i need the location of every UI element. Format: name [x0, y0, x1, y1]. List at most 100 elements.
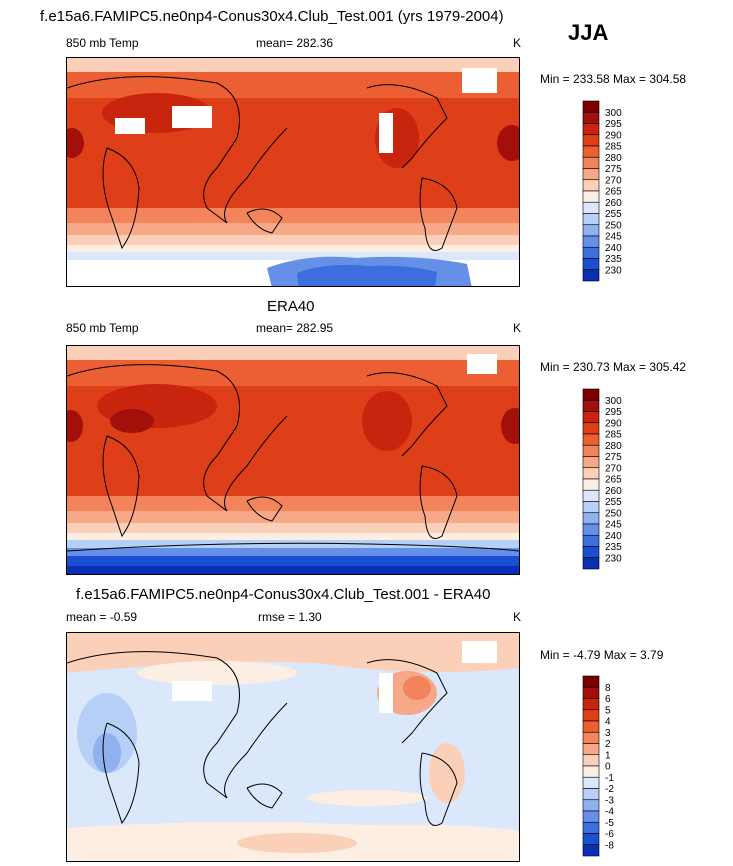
- panel-1-greenland-mask: [462, 68, 497, 93]
- panel-1-colorbar-label: 265: [605, 187, 622, 198]
- panel-2-units-label: K: [513, 321, 522, 335]
- panel-1-band-s-pale: [67, 245, 519, 252]
- panel-3-colorbar-box: [582, 833, 600, 846]
- panel-1-colorbar-label: 280: [605, 153, 622, 164]
- panel-3-colorbar-label: 1: [605, 750, 611, 761]
- panel-1-pamir-mask: [115, 118, 145, 134]
- panel-1-colorbar-box: [582, 235, 600, 248]
- panel-3-colorbar-label: 4: [605, 717, 611, 728]
- panel-2-hot-namerica: [362, 391, 412, 451]
- panel-1-colorbar-label: 235: [605, 254, 622, 265]
- panel-1-colorbar-box: [582, 111, 600, 124]
- panel-2-colorbar-box: [582, 422, 600, 435]
- panel-1-colorbar-box: [582, 201, 600, 214]
- panel-2-colorbar-box: [582, 501, 600, 514]
- panel-2-field-label: 850 mb Temp: [66, 321, 139, 335]
- panel-3-hot-namerica: [403, 676, 431, 700]
- panel-2-colorbar-boxes: [582, 388, 600, 570]
- panel-1-colorbar: 300 295 290 285 280 275 270 265 260 255 250 245 240 2…: [582, 100, 643, 283]
- panel-3-colorbar-label: 2: [605, 739, 611, 750]
- panel-3-minmax-label: Min = -4.79 Max = 3.79: [540, 648, 664, 662]
- panel-3-map-svg: [67, 633, 519, 861]
- panel-3-pale-south-pacific: [307, 790, 427, 806]
- panel-2-colorbar-label: 285: [605, 430, 622, 441]
- panel-2-colorbar-labels: 3002952902852802752702652602552502452402…: [605, 396, 622, 565]
- panel-3-colorbar-label: 5: [605, 705, 611, 716]
- panel-1-colorbar-label: 245: [605, 232, 622, 243]
- panel-2-colorbar-box: [582, 411, 600, 424]
- panel-2-band-s-deepest: [67, 566, 519, 574]
- panel-2-colorbar-box: [582, 388, 600, 401]
- panel-3-colorbar-label: 3: [605, 728, 611, 739]
- panel-2-map: [66, 345, 520, 575]
- panel-3-colorbar-box: [582, 810, 600, 823]
- panel-3-colorbar-label: 0: [605, 762, 611, 773]
- panel-3-colorbar-boxes: [582, 675, 600, 857]
- panel-2-colorbar-box: [582, 534, 600, 547]
- panel-2-coastlines: [67, 364, 519, 552]
- panel-2-map-svg: [67, 346, 519, 574]
- panel-1-colorbar-label: 240: [605, 243, 622, 254]
- panel-1-colorbar-box: [582, 100, 600, 113]
- panel-2-colorbar-label: 240: [605, 531, 622, 542]
- panel-1-band-s-mid: [67, 223, 519, 235]
- panel-2-hot-iran: [110, 409, 154, 433]
- panel-3-colorbar-box: [582, 743, 600, 756]
- panel-3-colorbar-label: -4: [605, 807, 614, 818]
- panel-2-band-s-mid: [67, 511, 519, 523]
- panel-1-field-label: 850 mb Temp: [66, 36, 139, 50]
- panel-2-colorbar-label: 245: [605, 520, 622, 531]
- panel-2-colorbar-box: [582, 546, 600, 559]
- panel-2-hot-sahara: [501, 408, 519, 444]
- panel-1-colorbar-box: [582, 156, 600, 169]
- panel-1-tibet-mask: [172, 106, 212, 128]
- panel-1-colorbar-labels: 3002952902852802752702652602552502452402…: [605, 108, 622, 277]
- panel-3-colorbar-box: [582, 675, 600, 688]
- panel-3-mean-label: mean = -0.59: [66, 610, 138, 624]
- panel-2-colorbar-box: [582, 478, 600, 491]
- panel-3-colorbar-box: [582, 709, 600, 722]
- panel-2-colorbar-box: [582, 456, 600, 469]
- panel-1-hot-arabia: [67, 128, 84, 158]
- panel-1-colorbar-label: 255: [605, 209, 622, 220]
- panel-3-coastlines: [67, 651, 458, 826]
- panel-1-colorbar-box: [582, 246, 600, 259]
- panel-1-colorbar-label: 270: [605, 175, 622, 186]
- panel-3-cold-africa: [93, 733, 121, 773]
- panel-2-colorbar-label: 260: [605, 486, 622, 497]
- panel-3-colorbar-label: -8: [605, 840, 614, 851]
- panel-2-colorbar-label: 230: [605, 553, 622, 564]
- panel-3-tibet-mask: [172, 681, 212, 701]
- panel-3-rmse-label: rmse = 1.30: [258, 610, 322, 624]
- panel-3-colorbar-box: [582, 821, 600, 834]
- panel-2-colorbar-box: [582, 512, 600, 525]
- panel-2-heading: ERA40: [267, 298, 315, 315]
- panel-2-colorbar: 300 295 290 285 280 275 270 265 260 255 250 245 240 2…: [582, 388, 643, 571]
- panel-2-colorbar-box: [582, 489, 600, 502]
- panel-2-colorbar-box: [582, 433, 600, 446]
- panel-2-mean-label: mean= 282.95: [256, 321, 334, 335]
- panel-1-band-s-light-blue: [67, 252, 519, 260]
- panel-3-colorbar-label: -2: [605, 784, 614, 795]
- panel-2-band-s-pale: [67, 533, 519, 540]
- panel-2-colorbar-svg: 3002952902852802752702652602552502452402…: [582, 388, 622, 570]
- panel-1-colorbar-box: [582, 134, 600, 147]
- panel-1-mean-label: mean= 282.36: [256, 36, 334, 50]
- panel-3-greenland-mask: [462, 641, 497, 663]
- panel-2-colorbar-label: 295: [605, 407, 622, 418]
- panel-1-colorbar-svg: 3002952902852802752702652602552502452402…: [582, 100, 622, 282]
- panel-1-colorbar-box: [582, 224, 600, 237]
- panel-1-colorbar-box: [582, 179, 600, 192]
- panel-1-antarctic-colder: [297, 264, 437, 286]
- panel-1-colorbar-label: 285: [605, 142, 622, 153]
- panel-1-colorbar-label: 230: [605, 265, 622, 276]
- panel-2-colorbar-label: 290: [605, 418, 622, 429]
- panel-1-colorbar-box: [582, 269, 600, 282]
- panel-1-hot-sahara: [497, 125, 519, 161]
- panel-2-greenland-mask: [467, 354, 497, 374]
- panel-2-band-s-deep: [67, 556, 519, 566]
- panel-1-colorbar-box: [582, 213, 600, 226]
- panel-3-rockies-mask: [379, 673, 393, 713]
